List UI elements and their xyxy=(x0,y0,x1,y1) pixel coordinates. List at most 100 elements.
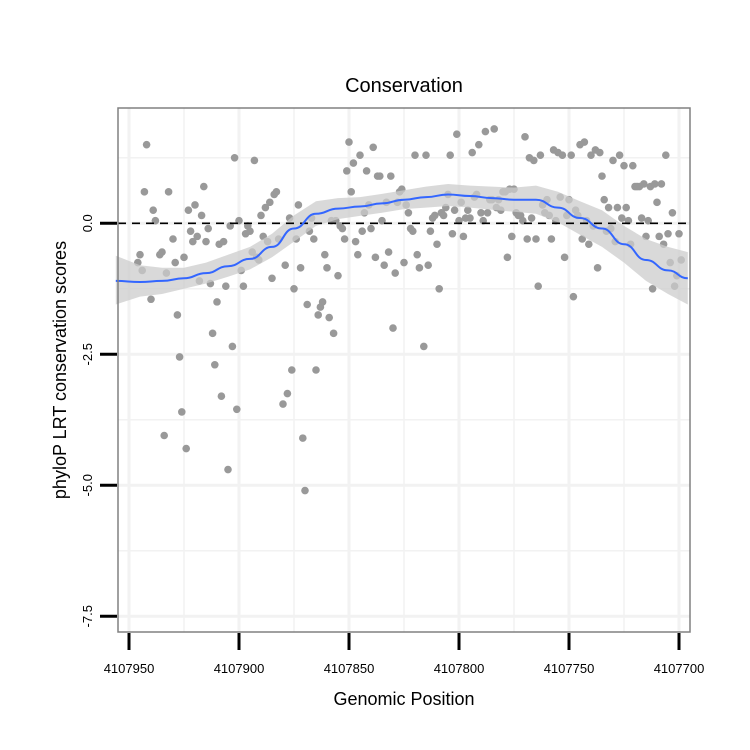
data-point xyxy=(391,269,400,277)
y-tick-label: -2.5 xyxy=(80,343,95,365)
data-point xyxy=(464,206,472,214)
data-point xyxy=(186,227,195,235)
data-point xyxy=(257,211,265,220)
data-point xyxy=(415,264,424,272)
data-point xyxy=(521,133,529,141)
data-point xyxy=(422,151,430,159)
data-point xyxy=(490,125,499,133)
data-point xyxy=(637,214,646,222)
data-point xyxy=(508,232,516,241)
data-point xyxy=(211,360,219,369)
data-point xyxy=(615,151,624,159)
data-point xyxy=(314,311,323,319)
data-point xyxy=(178,408,186,416)
data-point xyxy=(413,250,422,259)
data-point xyxy=(358,227,367,235)
x-tick-label: 4107750 xyxy=(544,661,595,676)
data-point xyxy=(534,282,542,290)
data-point xyxy=(318,298,327,306)
data-point xyxy=(569,292,578,301)
data-point xyxy=(345,138,353,146)
data-point xyxy=(340,235,349,243)
data-point xyxy=(600,195,608,204)
data-point xyxy=(290,284,298,293)
x-tick-label: 4107950 xyxy=(104,661,155,676)
y-tick-label: -7.5 xyxy=(80,605,95,627)
data-point xyxy=(175,353,184,361)
data-point xyxy=(294,201,303,209)
data-point xyxy=(477,209,485,217)
data-point xyxy=(149,206,157,214)
x-tick-label: 4107800 xyxy=(434,661,485,676)
data-point xyxy=(653,198,661,207)
data-point xyxy=(618,214,626,222)
data-point xyxy=(376,172,384,180)
data-point xyxy=(362,167,371,175)
data-point xyxy=(622,203,630,212)
data-point xyxy=(503,253,512,262)
data-point xyxy=(239,282,248,290)
data-point xyxy=(164,188,173,196)
data-point xyxy=(191,201,199,209)
data-point xyxy=(371,253,380,262)
data-point xyxy=(171,258,179,267)
data-point xyxy=(433,240,441,249)
data-point xyxy=(303,300,312,309)
data-point xyxy=(246,227,254,235)
plot-panel xyxy=(100,107,691,650)
data-point xyxy=(578,235,586,243)
data-point xyxy=(640,180,648,188)
data-point xyxy=(435,284,444,293)
x-tick-label: 4107900 xyxy=(214,661,265,676)
data-point xyxy=(310,235,318,243)
data-point xyxy=(189,237,197,246)
data-point xyxy=(197,211,206,220)
data-point xyxy=(147,295,155,304)
data-point xyxy=(224,465,232,474)
data-point xyxy=(217,392,226,401)
data-point xyxy=(222,282,230,290)
data-point xyxy=(349,159,358,167)
confidence-band xyxy=(115,184,688,305)
data-point xyxy=(448,229,457,238)
data-point xyxy=(184,206,193,214)
data-point xyxy=(380,261,389,270)
data-point xyxy=(593,264,602,272)
data-point xyxy=(527,214,536,222)
data-point xyxy=(585,240,593,249)
data-point xyxy=(296,264,305,272)
data-point xyxy=(338,224,347,233)
data-point xyxy=(662,151,670,159)
data-point xyxy=(675,229,683,238)
data-point xyxy=(466,214,474,222)
data-point xyxy=(142,140,151,149)
data-point xyxy=(580,138,589,146)
data-point xyxy=(180,253,188,262)
data-point xyxy=(459,232,468,241)
data-point xyxy=(329,329,338,338)
data-point xyxy=(664,229,672,238)
data-point xyxy=(347,188,356,196)
data-point xyxy=(208,329,217,338)
data-point xyxy=(483,209,492,217)
data-point xyxy=(250,156,259,165)
data-point xyxy=(279,400,287,408)
data-point xyxy=(655,232,663,241)
data-point xyxy=(439,211,448,220)
data-point xyxy=(299,434,307,442)
chart-title: Conservation xyxy=(345,75,463,97)
data-point xyxy=(629,161,637,170)
data-point xyxy=(547,235,556,243)
data-point xyxy=(182,444,190,453)
data-point xyxy=(420,342,428,351)
x-axis-title: Genomic Position xyxy=(333,689,474,709)
data-point xyxy=(481,127,490,136)
data-point xyxy=(136,250,144,259)
data-point xyxy=(620,161,628,170)
data-point xyxy=(351,237,360,246)
data-point xyxy=(321,250,329,259)
data-point xyxy=(532,235,540,243)
data-point xyxy=(426,227,435,235)
data-point xyxy=(530,156,538,165)
data-point xyxy=(204,224,212,233)
